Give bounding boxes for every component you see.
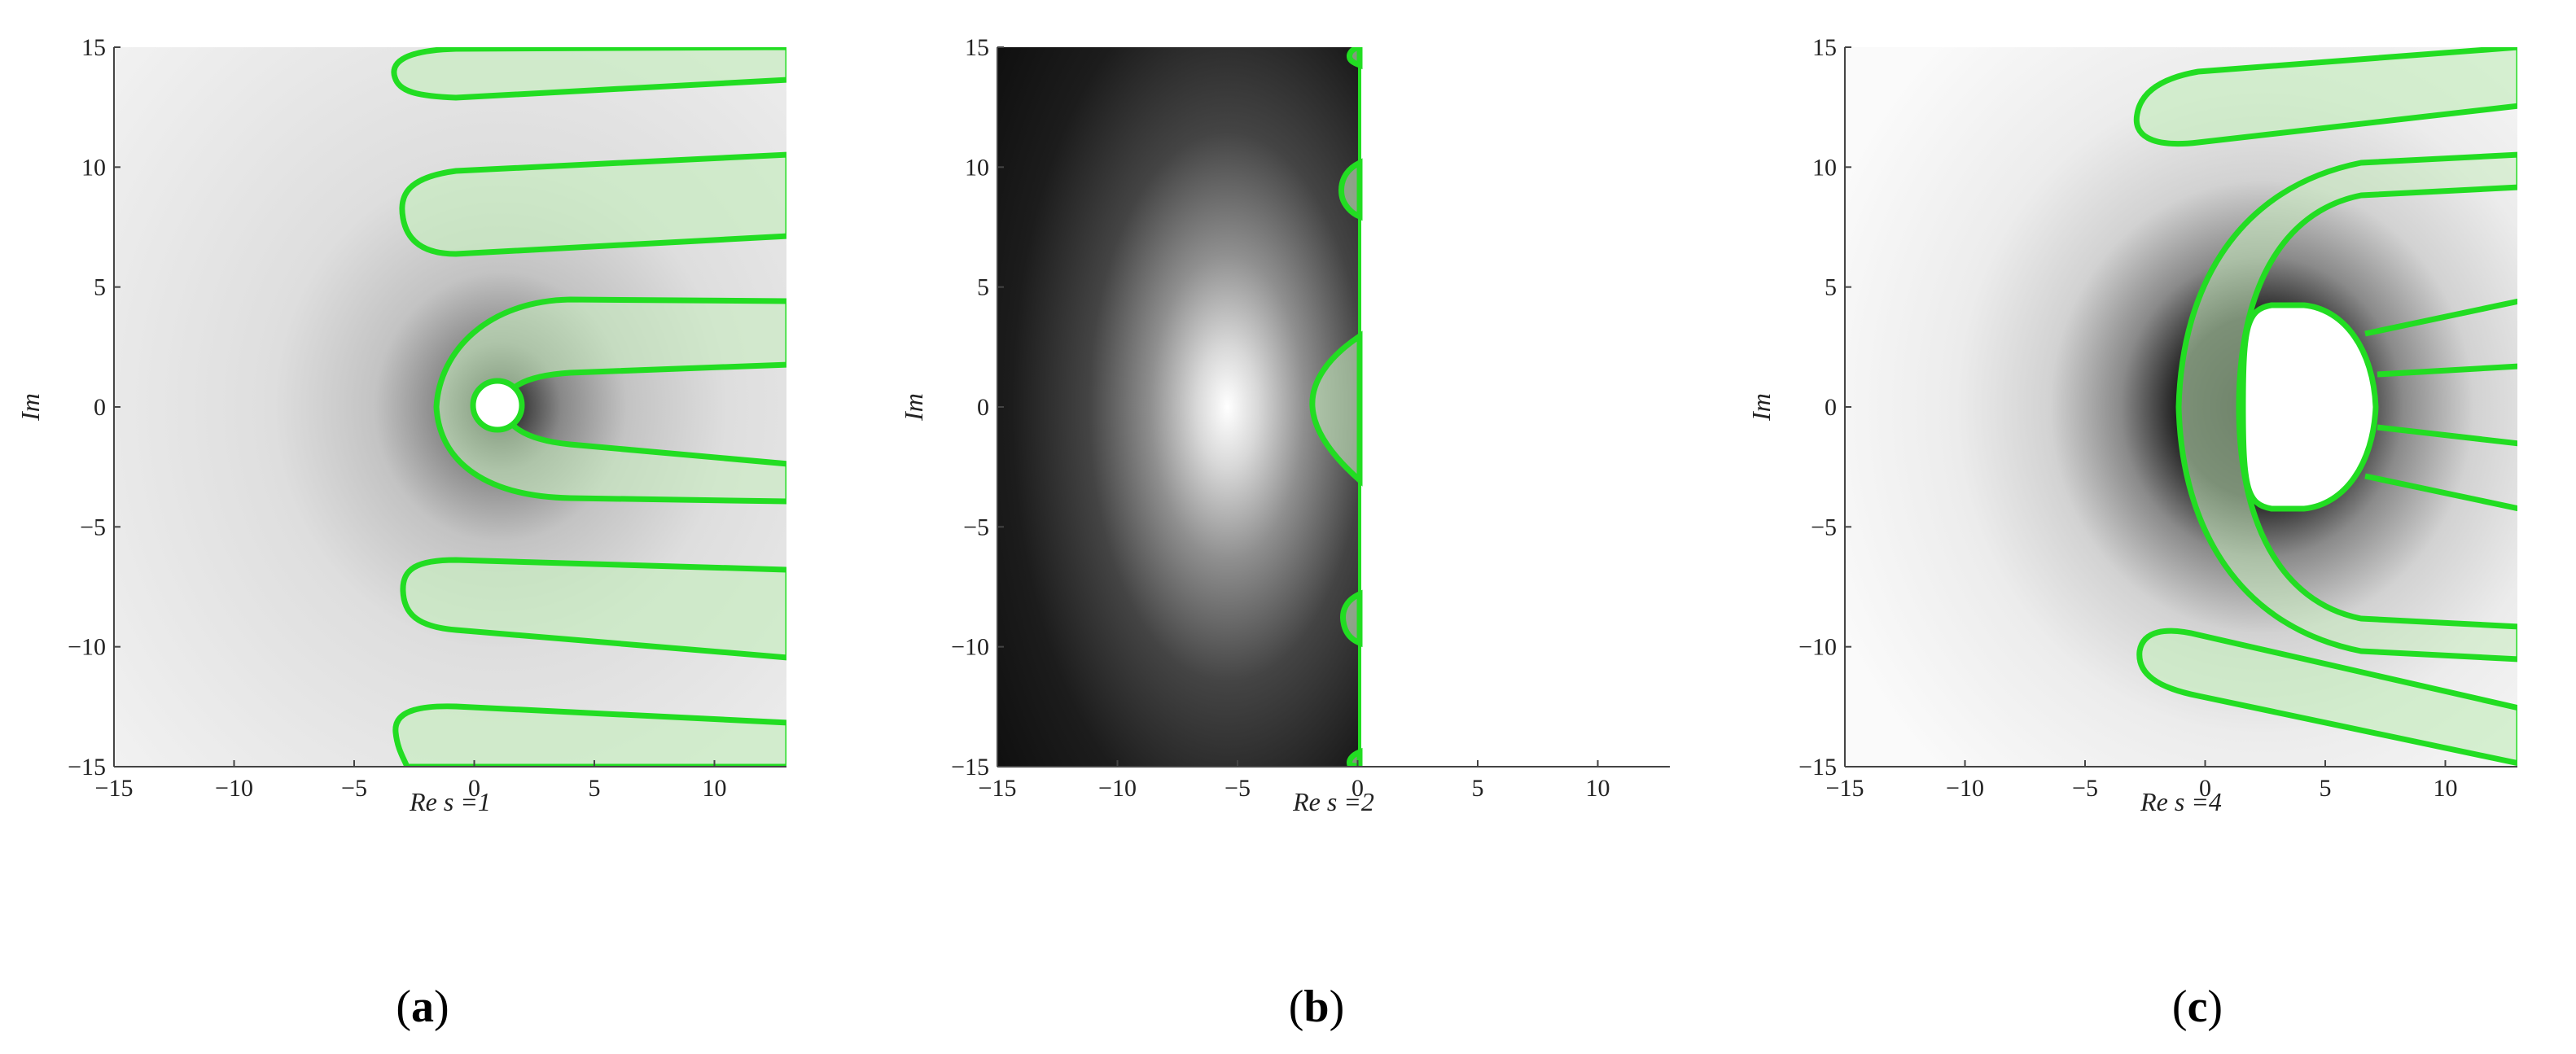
panel-b-ticks: −15 −10 −5 0 5 10 −15 −10 −5 0 5 10 15 [951, 34, 1610, 802]
panel-a-region-upper-2 [391, 47, 786, 101]
panel-a-xtick-label: −5 [341, 775, 367, 802]
panel-c-ytick-label: −10 [1798, 634, 1837, 661]
panel-c-ytick-label: 5 [1825, 274, 1837, 301]
panel-a-ticks: −15 −10 −5 0 5 10 −15 −10 −5 0 5 10 15 [68, 34, 726, 802]
panel-a-region-upper-1 [399, 151, 786, 257]
panel-b-ytick-label: 0 [977, 394, 989, 421]
panel-c-inner-contours [2364, 298, 2517, 512]
panel-a-xtick-label: 5 [589, 775, 601, 802]
panel-a-region-lower-1 [400, 557, 786, 661]
panel-a-ytick-label: −15 [68, 754, 106, 781]
panel-c-xtick-label: 0 [2199, 775, 2211, 802]
panel-b-label-letter: b [1303, 982, 1329, 1032]
panel-c-ytick-label: −5 [1811, 514, 1837, 540]
panel-b-xtick-label: −15 [979, 775, 1017, 802]
panel-c-ylabel: Im [1746, 393, 1776, 422]
panel-a-xtick-label: 0 [468, 775, 480, 802]
panel-c-label: (c) [2172, 982, 2223, 1032]
panel-a-xlabel: Re s =1 [409, 787, 491, 816]
panel-a-contours [391, 47, 786, 767]
panel-a-ylabel: Im [15, 393, 45, 422]
panel-b-xtick-label: −5 [1224, 775, 1251, 802]
panel-b-contours [1309, 47, 1363, 767]
panel-b-label: (b) [1289, 982, 1344, 1032]
panel-b-ytick-label: −15 [951, 754, 989, 781]
panel-a-ytick-label: 15 [81, 34, 106, 61]
panel-a-ytick-label: −5 [80, 514, 106, 540]
panel-a-ytick-label: 10 [81, 154, 106, 181]
panel-a-hole [470, 378, 525, 433]
panel-c-xtick-label: 5 [2320, 775, 2332, 802]
panel-c-xtick-label: −10 [1946, 775, 1984, 802]
panel-b-xtick-label: 5 [1472, 775, 1484, 802]
panel-c-hole [2240, 302, 2379, 512]
panel-b-ytick-label: 5 [977, 274, 989, 301]
panel-b-region-lower-1 [1340, 589, 1363, 648]
panel-c-ytick-label: 15 [1812, 34, 1837, 61]
panel-c-region-lower [2136, 628, 2517, 767]
panel-a-region-lower-2 [392, 703, 786, 767]
panel-b-xtick-label: −10 [1098, 775, 1137, 802]
panel-c-ytick-label: 10 [1812, 154, 1837, 181]
panel-c-ytick-label: 0 [1825, 394, 1837, 421]
panel-c-ticks: −15 −10 −5 0 5 10 −15 −10 −5 0 5 10 15 [1798, 34, 2457, 802]
panel-b-region-center [1309, 330, 1363, 487]
panel-b-ylabel: Im [899, 393, 928, 422]
panel-a-xtick-label: 10 [703, 775, 727, 802]
panel-a: −15 −10 −5 0 5 10 −15 −10 −5 0 5 10 15 Re s =1 Im (a… [15, 34, 786, 1032]
panel-c-xtick-label: 10 [2434, 775, 2458, 802]
panel-b-ytick-label: 15 [965, 34, 989, 61]
panel-a-label: (a) [396, 982, 449, 1032]
panel-c-xtick-label: −5 [2072, 775, 2098, 802]
panel-c-region-outer-band [2175, 151, 2517, 663]
panel-a-ytick-label: 0 [94, 394, 106, 421]
panel-a-ytick-label: −10 [68, 634, 106, 661]
panel-c-xlabel: Re s =4 [2140, 787, 2222, 816]
panel-c: −15 −10 −5 0 5 10 −15 −10 −5 0 5 10 15 Re s =4 Im (c… [1746, 34, 2517, 1032]
panel-b-xtick-label: 10 [1586, 775, 1610, 802]
panel-a-xtick-label: −15 [95, 775, 134, 802]
panel-c-contours [2133, 47, 2517, 767]
panel-b-shading [997, 47, 1360, 767]
panel-b-xtick-label: 0 [1352, 775, 1364, 802]
panel-b-ytick-label: −5 [963, 514, 989, 540]
panel-c-region-upper [2133, 47, 2517, 147]
panel-b-xlabel: Re s =2 [1292, 787, 1374, 816]
panel-a-label-letter: a [411, 982, 434, 1032]
panel-c-ytick-label: −15 [1798, 754, 1837, 781]
panel-a-xtick-label: −10 [215, 775, 253, 802]
panel-b: −15 −10 −5 0 5 10 −15 −10 −5 0 5 10 15 Re s =2 Im (b… [899, 34, 1670, 1032]
panel-c-label-letter: c [2188, 982, 2208, 1032]
panel-b-ytick-label: 10 [965, 154, 989, 181]
panel-b-region-upper-2 [1347, 47, 1363, 70]
panel-c-xtick-label: −15 [1826, 775, 1864, 802]
panel-b-ytick-label: −10 [951, 634, 989, 661]
panel-a-ytick-label: 5 [94, 274, 106, 301]
panel-b-region-upper-1 [1338, 158, 1363, 221]
